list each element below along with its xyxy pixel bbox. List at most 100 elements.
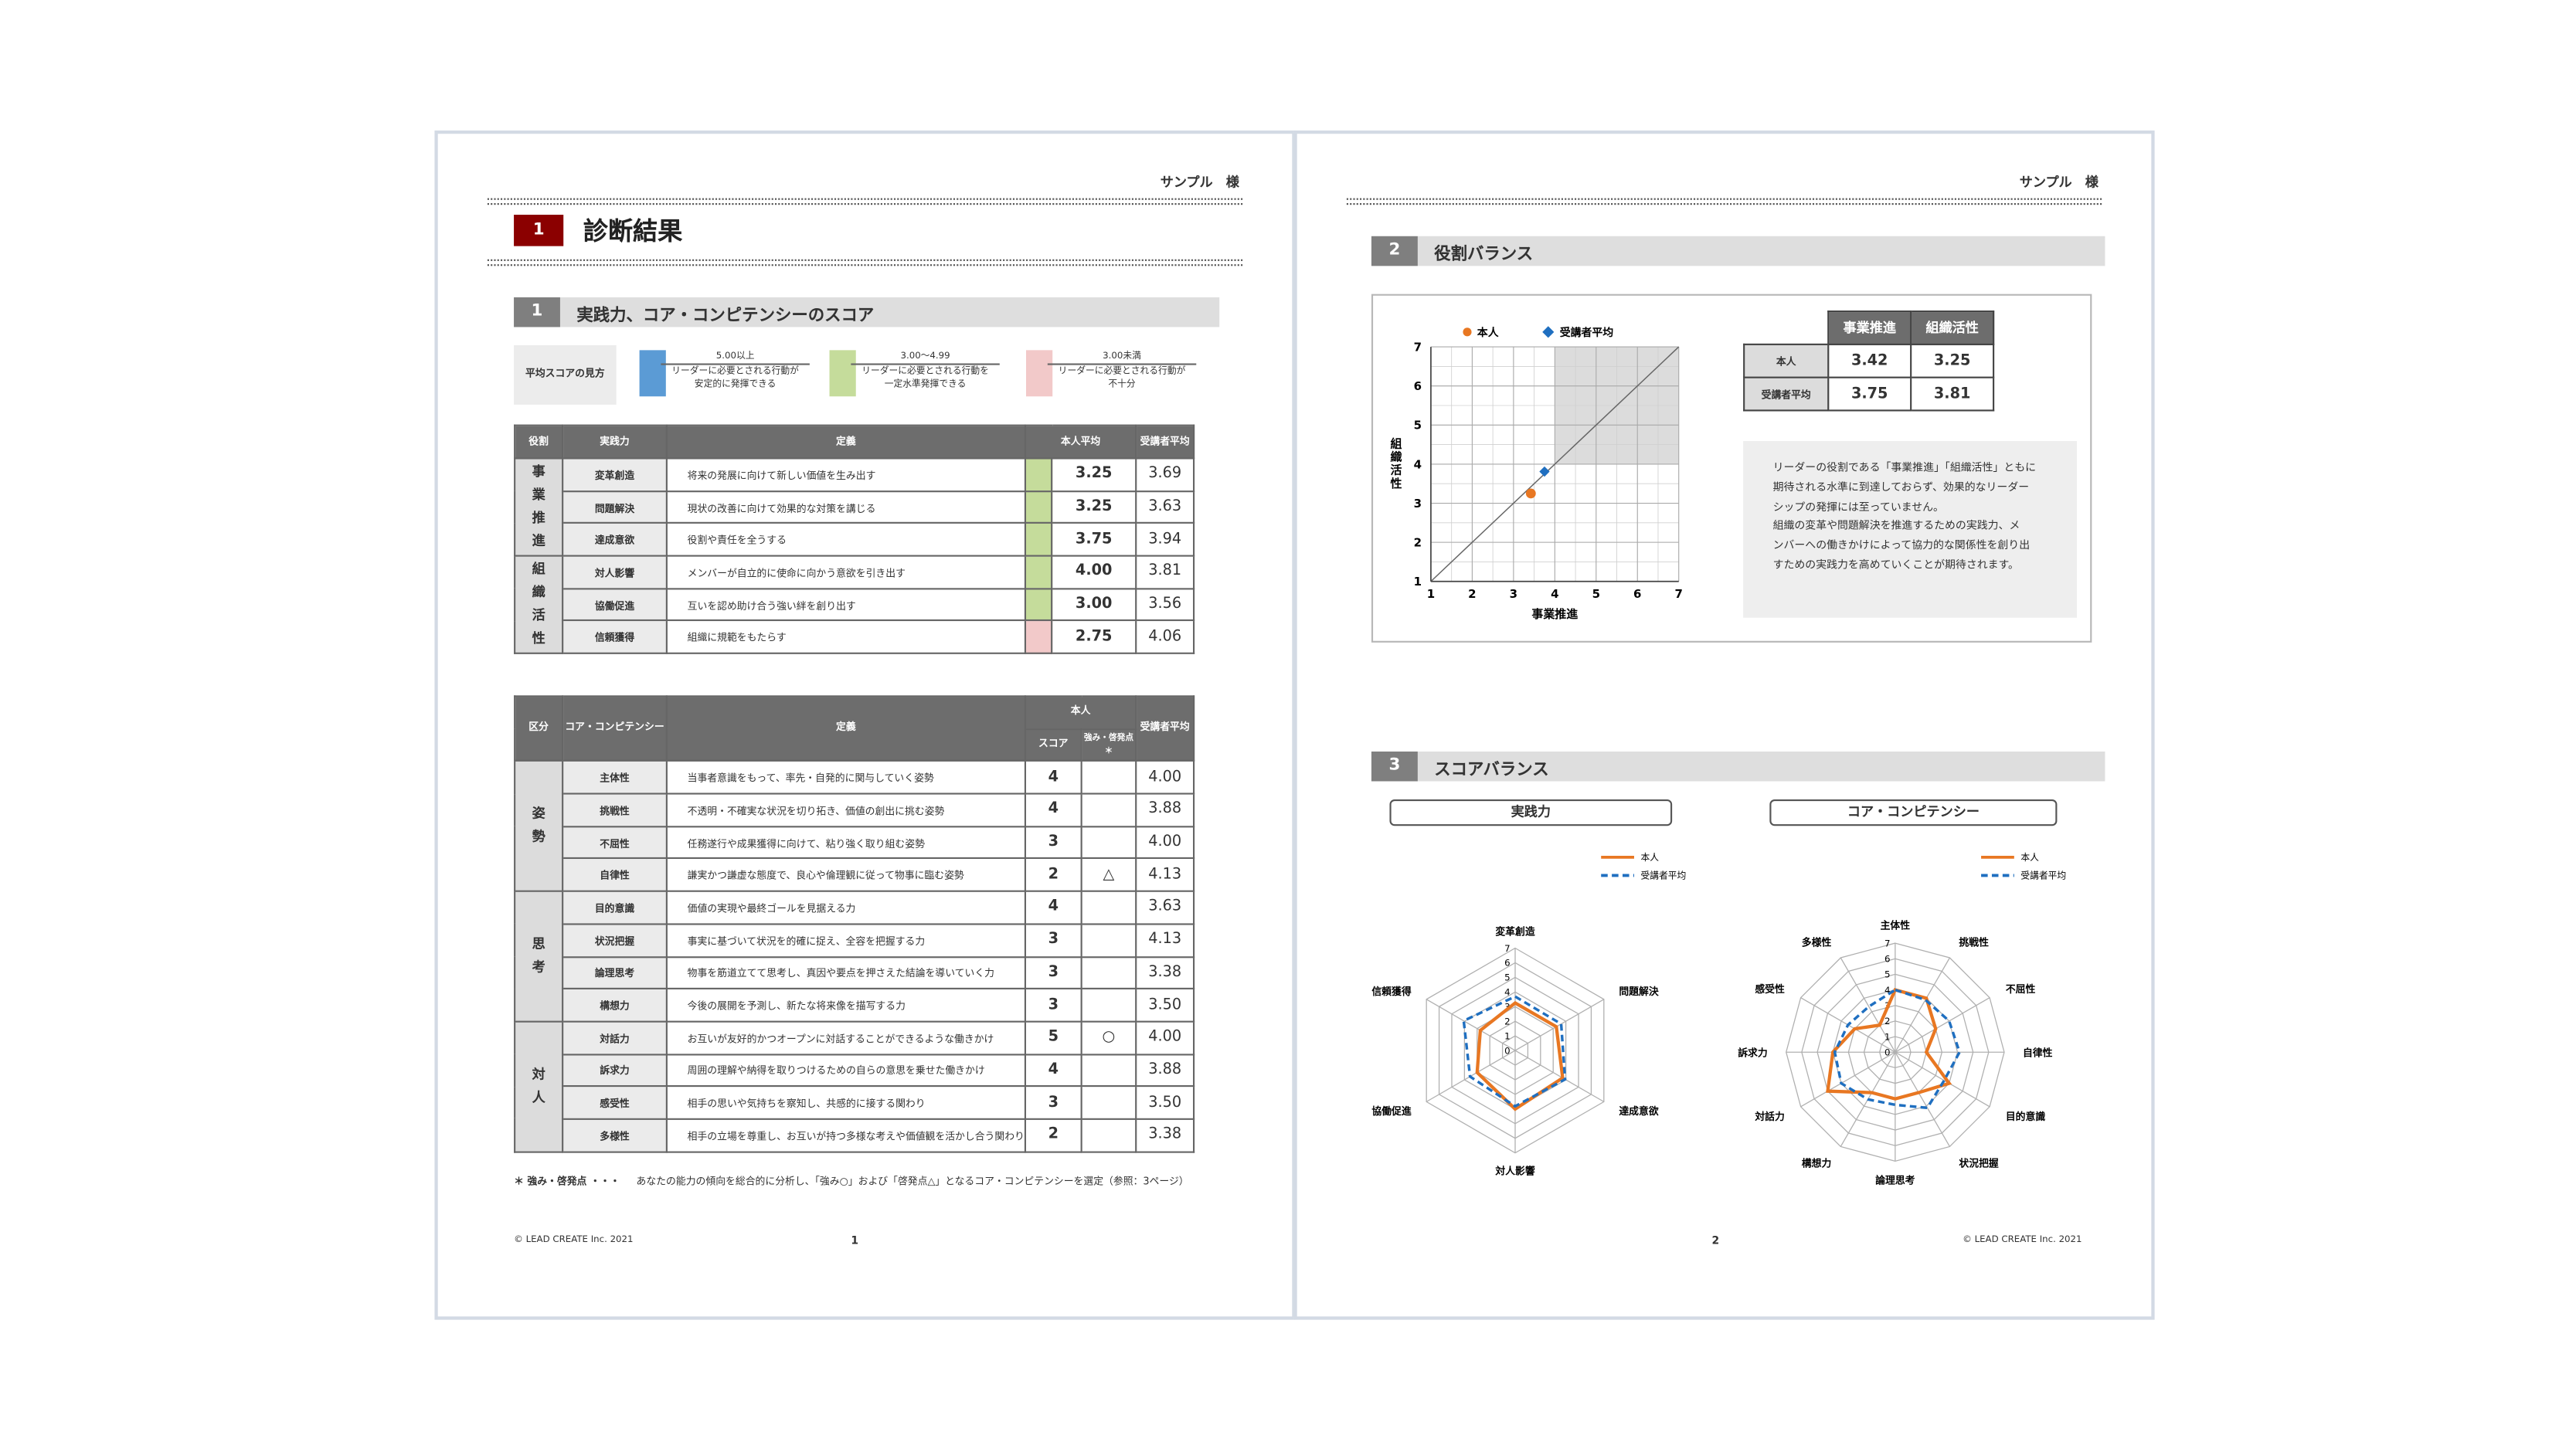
radar-category-label: 対人影響: [1494, 1166, 1534, 1178]
col-header: 実践力: [562, 424, 668, 460]
competency-name: 多様性: [562, 1118, 668, 1152]
skill-definition: 組織に規範をもたらす: [665, 619, 1027, 655]
average-score: 4.06: [1135, 619, 1195, 655]
average-score: 3.94: [1135, 522, 1195, 557]
group-label-char: 組: [532, 562, 545, 577]
radar-spoke: [1895, 1051, 1990, 1108]
radar-category-label: 変革創造: [1495, 925, 1534, 938]
legend-label: 本人: [1477, 326, 1499, 339]
competency-definition: 事実に基づいて状況を的確に捉え、全容を把握する力: [665, 923, 1027, 958]
strength-mark: [1080, 1053, 1137, 1088]
group-label-char: 性: [532, 631, 545, 646]
legend-label: 受講者平均: [1560, 326, 1614, 339]
radar-spoke: [1895, 997, 1990, 1053]
legend-swatch-green: [829, 350, 856, 397]
self-score: 2.75: [1051, 619, 1137, 655]
role-balance-scatter: 11 2 2 3 3 4 4 5 5 6 6 7 7 事業推進 組織活性 本人 受講者平均: [1391, 326, 1683, 621]
radar-title: 実践力: [1389, 799, 1673, 826]
table-row: 協働促進 互いを認め助け合う強い絆を創り出す 3.00 3.56: [515, 587, 1195, 622]
footnote-text: あなたの能力の傾向を総合的に分析し、「強み○」および「啓発点△」となるコア・コン…: [636, 1176, 1189, 1188]
radar-spoke: [1426, 999, 1516, 1051]
average-score: 3.50: [1135, 1085, 1195, 1120]
subsection-number: 3: [1371, 752, 1418, 782]
competency-name: 主体性: [562, 760, 668, 795]
strength-mark: △: [1080, 857, 1137, 893]
strength-mark: [1080, 988, 1137, 1023]
role-balance-box: 1 1 2 2 3 3 4 4 5 5 6 6 7 7 事業推進組織活性本人 受講者平均 事業推進 組織活性 …: [1371, 294, 2092, 643]
score-color-bar: [1024, 490, 1053, 524]
radar-tick-label: 6: [1884, 954, 1890, 965]
comment-line: すための実践力を高めていくことが期待されます。: [1772, 558, 2019, 572]
radar-category-label: 問題解決: [1619, 986, 1658, 998]
col-header: 受講者平均: [1135, 424, 1195, 460]
radar-tick-label: 1: [1504, 1030, 1510, 1041]
radar-tick-label: 6: [1504, 958, 1510, 969]
page-number: 2: [1711, 1234, 1720, 1247]
competency-name: 不屈性: [562, 825, 668, 860]
divider: [1346, 198, 2102, 205]
x-tick-label: 7: [1675, 587, 1683, 601]
group-label-char: 進: [532, 533, 545, 549]
score-color-bar: [1024, 587, 1053, 622]
col-header: 役割: [514, 424, 564, 460]
average-score: 3.63: [1135, 890, 1195, 925]
table-row: 多様性 相手の立場を尊重し、お互いが持つ多様な考えや価値観を活かし合う関わり 2 3.…: [515, 1118, 1195, 1152]
self-score: 3.00: [1051, 587, 1137, 622]
competency-definition: 任務遂行や成果獲得に向けて、粘り強く取り組む姿勢: [665, 825, 1027, 860]
average-score: 3.81: [1135, 555, 1195, 589]
average-score: 3.38: [1135, 955, 1195, 990]
col-header: 区分: [514, 695, 564, 762]
competency-name: 自律性: [562, 857, 668, 893]
radar-tick-label: 0: [1504, 1045, 1510, 1056]
competency-definition: 周囲の理解や納得を取りつけるための自らの意思を乗せた働きかけ: [665, 1053, 1027, 1088]
divider: [487, 259, 1243, 266]
y-axis-label: 活: [1391, 463, 1402, 477]
group-label: 事業推進: [514, 457, 564, 557]
competency-name: 目的意識: [562, 890, 668, 925]
y-tick-label: 3: [1414, 497, 1422, 511]
group-label: 姿勢: [514, 760, 564, 893]
table-cell: 3.81: [1910, 376, 1995, 412]
table-row: 事業推進変革創造 将来の発展に向けて新しい価値を生み出す 3.25 3.69: [514, 457, 1195, 557]
radar-category-label: 協働促進: [1371, 1105, 1411, 1118]
radar-title: コア・コンピテンシー: [1769, 799, 2058, 826]
comment-line: リーダーの役割である「事業推進」「組織活性」ともに: [1772, 460, 2037, 474]
subsection-title: スコアバランス: [1434, 761, 1549, 780]
group-label-char: 考: [532, 959, 545, 975]
table-cell: 3.42: [1827, 343, 1912, 378]
y-tick-label: 7: [1414, 340, 1422, 354]
radar-tick-label: 3: [1504, 1002, 1510, 1013]
role-balance-table: 事業推進 組織活性 本人 3.42 3.25 受講者平均 3.75 3.81: [1743, 310, 1995, 412]
group-label: 組織活性: [514, 555, 564, 655]
average-score: 4.13: [1135, 857, 1195, 893]
radar-tick-label: 7: [1504, 943, 1510, 954]
col-header: 本人: [1024, 695, 1137, 730]
legend-label: 受講者平均: [1641, 870, 1687, 881]
strength-mark: [1080, 890, 1137, 925]
table-row: 組織活性対人影響 メンバーが自立的に使命に向かう意欲を引き出す 4.00 3.81: [514, 555, 1195, 655]
table-row: 訴求力 周囲の理解や納得を取りつけるための自らの意思を乗せた働きかけ 4 3.88: [515, 1053, 1195, 1088]
competency-name: 対話力: [562, 1020, 668, 1055]
x-tick-label: 2: [1468, 587, 1476, 601]
competency-name: 状況把握: [562, 923, 668, 958]
average-score: 3.88: [1135, 792, 1195, 827]
radar-tick-label: 7: [1884, 938, 1890, 948]
col-header: 本人平均: [1024, 424, 1137, 460]
radar-category-label: 構想力: [1802, 1158, 1831, 1170]
col-header: 定義: [665, 424, 1027, 460]
skill-definition: 将来の発展に向けて新しい価値を生み出す: [665, 457, 1027, 492]
y-axis-label: 組: [1391, 437, 1402, 451]
competency-definition: 相手の思いや気持ちを察知し、共感的に接する関わり: [665, 1085, 1027, 1120]
skill-name: 問題解決: [562, 490, 668, 524]
self-score: 4: [1024, 1053, 1082, 1088]
competency-definition: 物事を筋道立てて思考し、真因や要点を押さえた結論を導いていく力: [665, 955, 1027, 990]
y-tick-label: 1: [1414, 575, 1422, 589]
x-tick-label: 4: [1551, 587, 1558, 601]
strength-mark: [1080, 1085, 1137, 1120]
group-label: 思考: [514, 890, 564, 1023]
legend-desc: リーダーに必要とされる行動が: [671, 366, 799, 377]
subsection-title: 役割バランス: [1434, 246, 1534, 265]
competency-definition: お互いが友好的かつオープンに対話することができるような働きかけ: [665, 1020, 1027, 1055]
x-tick-label: 3: [1510, 587, 1517, 601]
